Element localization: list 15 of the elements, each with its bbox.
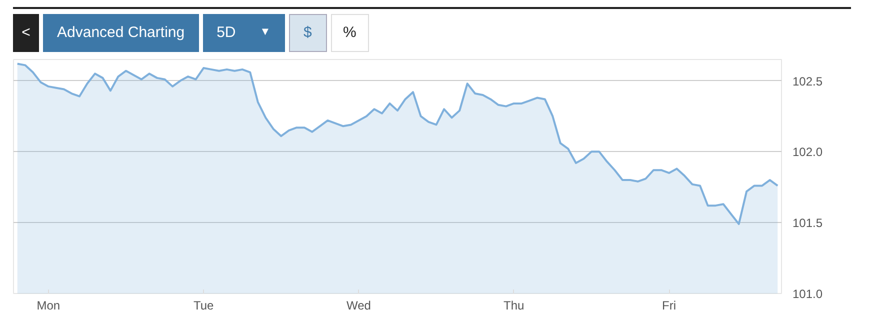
y-tick-label: 101.5 (792, 216, 823, 230)
text: ▼ (260, 25, 271, 40)
text: < (13, 14, 39, 52)
x-tick-label: Tue (193, 298, 214, 312)
text: % (330, 14, 369, 52)
y-tick-label: 101.0 (792, 287, 823, 301)
text: $ (288, 14, 327, 52)
x-tick-label: Fri (662, 298, 676, 312)
text: 5D (216, 24, 236, 42)
text: Advanced Charting (43, 14, 199, 52)
x-tick-label: Mon (36, 298, 60, 312)
y-tick-label: 102.5 (792, 74, 823, 88)
y-tick-label: 102.0 (792, 145, 823, 160)
x-tick-label: Wed (346, 298, 371, 312)
x-tick-label: Thu (504, 298, 524, 312)
